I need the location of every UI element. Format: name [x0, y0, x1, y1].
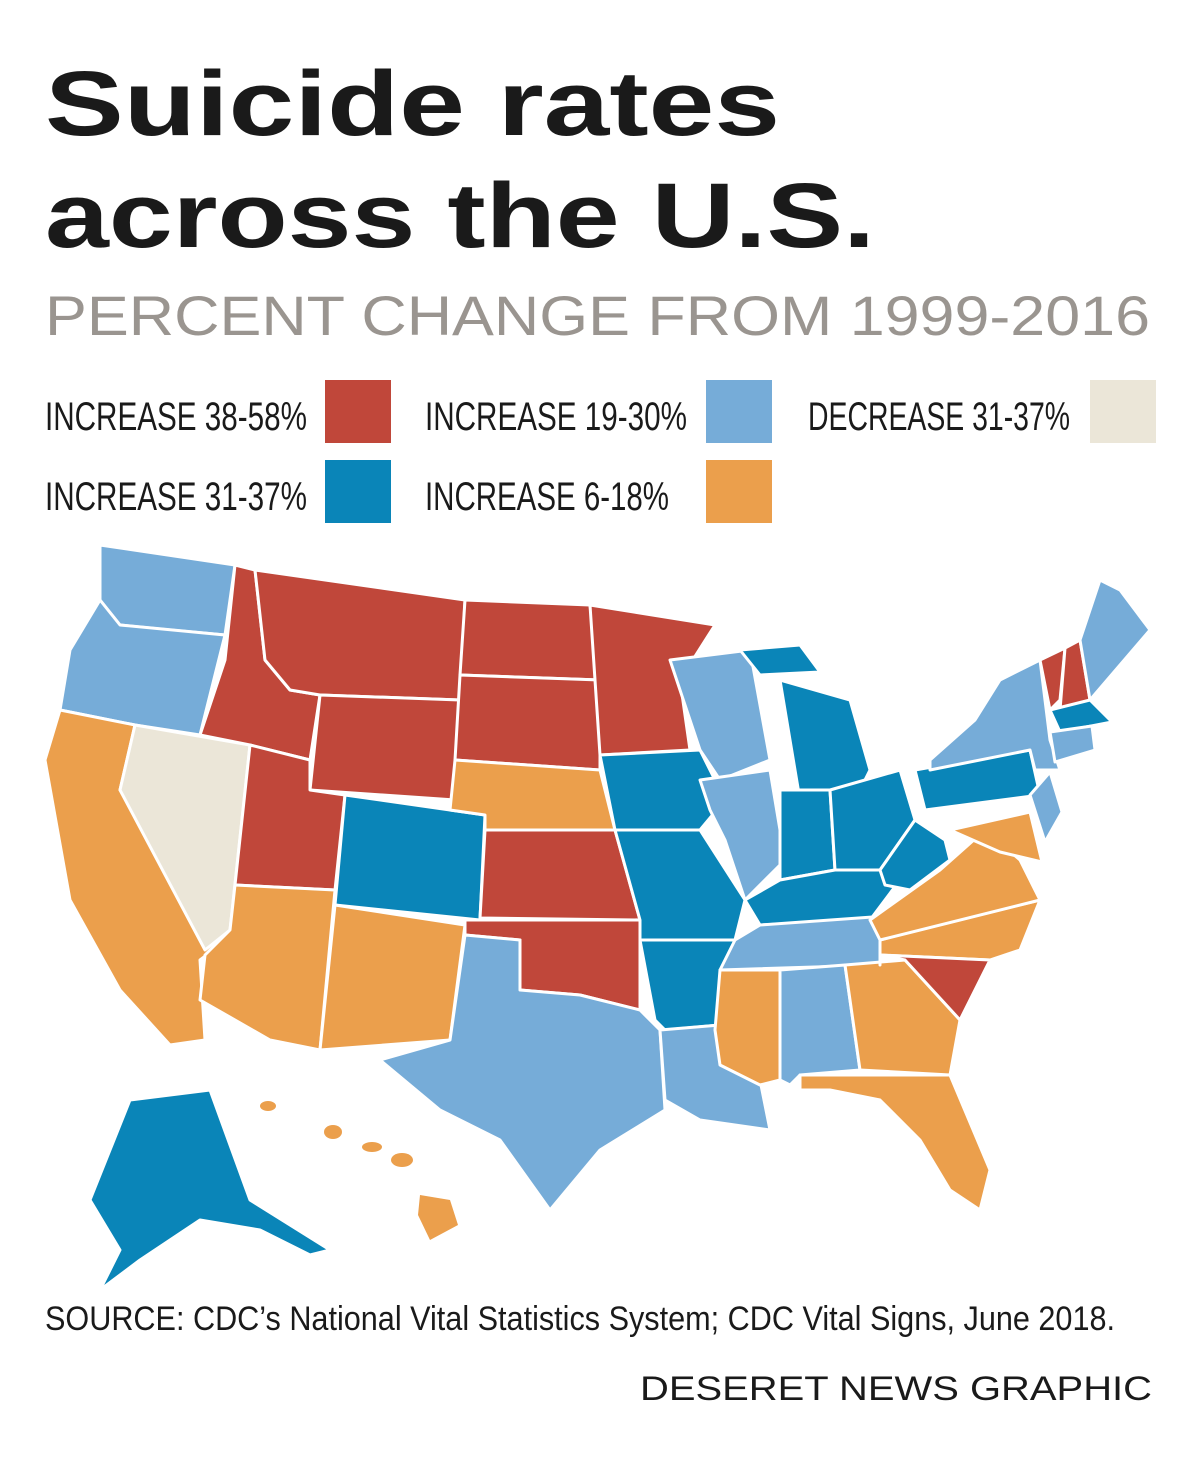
- state: [878, 953, 992, 1022]
- state: [1048, 698, 1114, 734]
- state: [458, 598, 602, 682]
- legend-label: INCREASE 19-30%: [425, 395, 687, 439]
- state: [1028, 770, 1064, 844]
- source: SOURCE: CDC’s National Vital Statistics …: [45, 1300, 1115, 1338]
- state: [260, 1101, 458, 1240]
- state: [1078, 578, 1152, 702]
- legend-swatch: [325, 460, 391, 523]
- state: [333, 793, 487, 922]
- state: [378, 933, 667, 1212]
- legend-swatch: [706, 460, 772, 523]
- legend-swatch: [706, 380, 772, 443]
- legend-label: INCREASE 6-18%: [425, 475, 669, 519]
- legend-swatch: [1090, 380, 1156, 443]
- state: [948, 810, 1044, 864]
- legend-swatch: [325, 380, 391, 443]
- state: [868, 828, 1042, 942]
- legend-label: DECREASE 31-37%: [808, 395, 1070, 439]
- state: [878, 818, 952, 892]
- title-line: Suicide rates: [45, 53, 780, 155]
- state: [478, 828, 642, 922]
- state: [253, 568, 467, 702]
- legend-label: INCREASE 31-37%: [45, 475, 307, 519]
- credit: DESERET NEWS GRAPHIC: [640, 1370, 1152, 1408]
- title-line: across the U.S.: [45, 165, 875, 267]
- state: [88, 1088, 332, 1292]
- state: [798, 1073, 992, 1212]
- state: [1048, 724, 1097, 764]
- state: [928, 658, 1062, 772]
- legend-label: INCREASE 38-58%: [45, 395, 307, 439]
- us-map: [43, 543, 1152, 1292]
- state: [453, 673, 602, 772]
- state: [778, 788, 837, 882]
- state: [713, 968, 782, 1087]
- state: [308, 693, 462, 802]
- legend: INCREASE 38-58% INCREASE 19-30% DECREASE 3…: [45, 380, 1156, 523]
- state: [318, 903, 467, 1052]
- state: [588, 603, 717, 757]
- subtitle: PERCENT CHANGE FROM 1999-2016: [45, 284, 1150, 347]
- state: [98, 543, 237, 637]
